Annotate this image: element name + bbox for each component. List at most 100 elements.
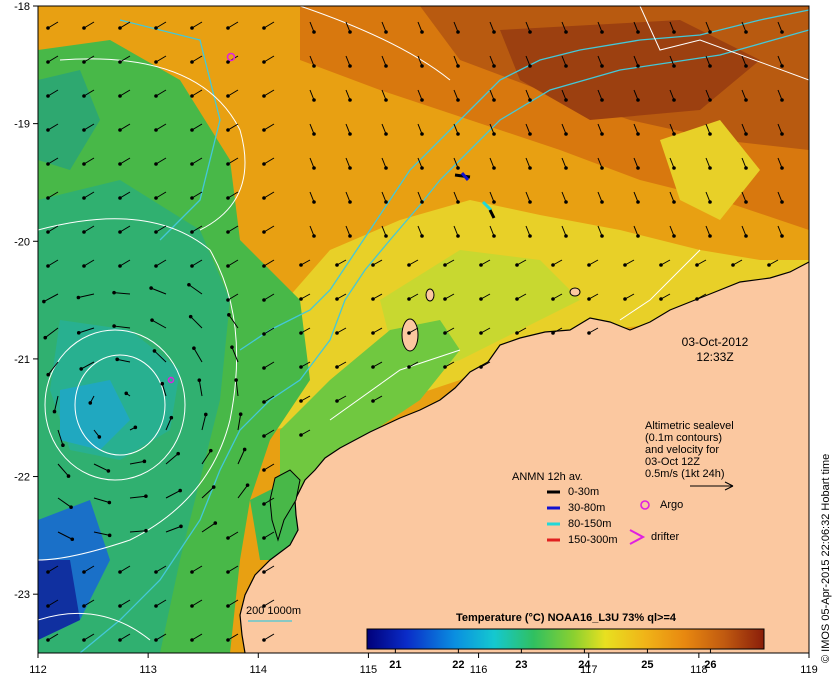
velocity-arrow xyxy=(263,599,275,607)
velocity-arrow-head xyxy=(312,64,316,68)
velocity-arrow-head xyxy=(492,98,496,102)
velocity-arrow-head xyxy=(46,230,50,234)
velocity-arrow-head xyxy=(112,324,116,328)
velocity-arrow-head xyxy=(227,313,231,317)
velocity-arrow xyxy=(83,565,95,573)
velocity-arrow xyxy=(83,21,95,29)
velocity-arrow xyxy=(263,293,275,301)
velocity-arrow-head xyxy=(384,200,388,204)
credit-text: © IMOS 05-Apr-2015 22:06:32 Hobart time xyxy=(820,454,832,663)
velocity-arrow-head xyxy=(636,234,640,238)
velocity-arrow-head xyxy=(76,331,81,335)
velocity-arrow-head xyxy=(262,26,266,30)
velocity-arrow-head xyxy=(262,162,266,166)
velocity-arrow xyxy=(227,123,239,131)
velocity-arrow-head xyxy=(384,98,388,102)
velocity-arrow-head xyxy=(672,200,676,204)
velocity-arrow-head xyxy=(348,64,352,68)
velocity-arrow-head xyxy=(744,234,748,238)
velocity-arrow-head xyxy=(312,98,316,102)
velocity-arrow xyxy=(119,633,131,641)
velocity-arrow-head xyxy=(226,60,230,64)
velocity-arrow xyxy=(83,259,95,267)
scale-arrow-head xyxy=(724,481,734,491)
anmn-legend-label: 30-80m xyxy=(568,502,605,514)
velocity-arrow xyxy=(263,225,275,233)
velocity-arrow-head xyxy=(587,331,591,335)
velocity-arrow xyxy=(198,380,203,397)
velocity-arrow xyxy=(190,316,203,329)
velocity-arrow-head xyxy=(528,132,532,136)
velocity-arrow-head xyxy=(636,30,640,34)
velocity-arrow xyxy=(119,21,131,29)
velocity-arrow-head xyxy=(154,26,158,30)
velocity-arrow xyxy=(78,327,95,334)
velocity-arrow-head xyxy=(299,399,303,403)
velocity-arrow xyxy=(227,293,239,301)
velocity-arrow-head xyxy=(708,166,712,170)
colorbar-tick-label: 22 xyxy=(452,659,464,671)
velocity-arrow-head xyxy=(226,26,230,30)
velocity-arrow xyxy=(83,89,95,97)
velocity-arrow xyxy=(155,21,167,29)
velocity-arrow-head xyxy=(672,132,676,136)
velocity-arrow-head xyxy=(335,365,339,369)
lat-tick-label: -20 xyxy=(14,236,30,248)
velocity-arrow-head xyxy=(335,297,339,301)
velocity-arrow-head xyxy=(197,378,202,383)
velocity-arrow xyxy=(227,191,239,199)
velocity-arrow xyxy=(263,259,275,267)
velocity-arrow-head xyxy=(154,94,158,98)
velocity-arrow-head xyxy=(528,234,532,238)
velocity-arrow-head xyxy=(43,335,48,340)
velocity-arrow-head xyxy=(107,500,112,505)
velocity-arrow-head xyxy=(348,98,352,102)
velocity-arrow xyxy=(44,327,59,339)
velocity-arrow xyxy=(191,259,203,267)
colorbar-tick-label: 23 xyxy=(515,659,527,671)
velocity-arrow-head xyxy=(515,331,519,335)
velocity-arrow-head xyxy=(112,290,116,295)
velocity-arrow-head xyxy=(230,345,234,349)
velocity-arrow-head xyxy=(492,200,496,204)
colorbar xyxy=(366,628,765,650)
velocity-arrow-head xyxy=(443,263,447,267)
velocity-arrow-head xyxy=(76,295,81,300)
velocity-arrow-head xyxy=(384,30,388,34)
velocity-arrow xyxy=(237,414,242,431)
sst-field xyxy=(38,6,809,653)
argo-legend-icon xyxy=(640,500,650,510)
velocity-arrow-head xyxy=(208,448,213,453)
velocity-arrow-head xyxy=(551,297,555,301)
velocity-arrow xyxy=(263,633,275,641)
velocity-arrow-head xyxy=(780,98,784,102)
velocity-arrow-head xyxy=(456,30,460,34)
velocity-arrow-head xyxy=(118,570,122,574)
velocity-arrow-head xyxy=(708,132,712,136)
velocity-arrow-head xyxy=(46,638,50,642)
velocity-arrow-head xyxy=(154,162,158,166)
velocity-arrow-head xyxy=(190,60,194,64)
velocity-arrow-head xyxy=(82,604,86,608)
velocity-arrow xyxy=(119,599,131,607)
isobaths xyxy=(79,9,809,653)
velocity-arrow-head xyxy=(262,264,266,268)
velocity-arrow xyxy=(43,293,59,302)
colorbar-title: Temperature (°C) NOAA16_L3U 73% ql>=4 xyxy=(456,612,677,624)
velocity-arrow-head xyxy=(564,98,568,102)
velocity-arrow-head xyxy=(144,528,148,533)
velocity-arrow xyxy=(263,327,275,335)
velocity-arrow-head xyxy=(600,166,604,170)
velocity-arrow-head xyxy=(780,132,784,136)
velocity-arrow-head xyxy=(154,60,158,64)
velocity-arrow-head xyxy=(335,263,339,267)
velocity-arrow-head xyxy=(564,30,568,34)
argo-legend-label: Argo xyxy=(660,499,683,511)
velocity-arrow-head xyxy=(371,331,375,335)
velocity-arrow-head xyxy=(262,536,266,540)
velocity-arrow-head xyxy=(384,64,388,68)
velocity-arrow-head xyxy=(623,297,627,301)
lon-tick-label: 119 xyxy=(800,664,818,676)
velocity-arrow xyxy=(201,486,215,499)
velocity-arrow xyxy=(129,460,145,465)
